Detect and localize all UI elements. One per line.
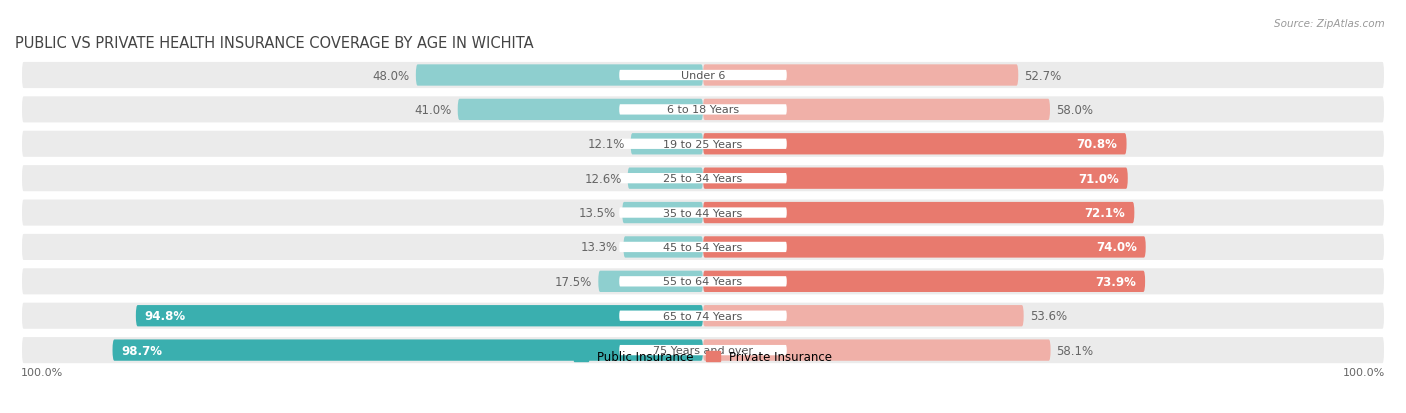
Text: 58.0%: 58.0%: [1056, 104, 1092, 116]
FancyBboxPatch shape: [703, 168, 1128, 190]
Text: Source: ZipAtlas.com: Source: ZipAtlas.com: [1274, 19, 1385, 28]
Text: 12.1%: 12.1%: [588, 138, 624, 151]
Text: 13.5%: 13.5%: [579, 206, 616, 220]
Text: 73.9%: 73.9%: [1095, 275, 1136, 288]
FancyBboxPatch shape: [623, 202, 703, 224]
FancyBboxPatch shape: [136, 305, 703, 327]
FancyBboxPatch shape: [112, 339, 703, 361]
FancyBboxPatch shape: [21, 165, 1385, 193]
FancyBboxPatch shape: [703, 134, 1126, 155]
FancyBboxPatch shape: [21, 268, 1385, 296]
FancyBboxPatch shape: [619, 276, 787, 287]
Text: 71.0%: 71.0%: [1078, 172, 1119, 185]
FancyBboxPatch shape: [703, 305, 1024, 327]
FancyBboxPatch shape: [703, 271, 1144, 292]
FancyBboxPatch shape: [619, 173, 787, 184]
Text: 12.6%: 12.6%: [585, 172, 621, 185]
Legend: Public Insurance, Private Insurance: Public Insurance, Private Insurance: [569, 345, 837, 368]
FancyBboxPatch shape: [703, 65, 1018, 86]
FancyBboxPatch shape: [21, 233, 1385, 261]
FancyBboxPatch shape: [619, 208, 787, 218]
Text: 70.8%: 70.8%: [1077, 138, 1118, 151]
Text: 6 to 18 Years: 6 to 18 Years: [666, 105, 740, 115]
FancyBboxPatch shape: [619, 242, 787, 252]
FancyBboxPatch shape: [416, 65, 703, 86]
FancyBboxPatch shape: [21, 302, 1385, 330]
FancyBboxPatch shape: [21, 131, 1385, 159]
FancyBboxPatch shape: [21, 199, 1385, 227]
Text: PUBLIC VS PRIVATE HEALTH INSURANCE COVERAGE BY AGE IN WICHITA: PUBLIC VS PRIVATE HEALTH INSURANCE COVER…: [15, 36, 534, 50]
Text: 13.3%: 13.3%: [581, 241, 617, 254]
FancyBboxPatch shape: [703, 202, 1135, 224]
Text: 55 to 64 Years: 55 to 64 Years: [664, 277, 742, 287]
FancyBboxPatch shape: [458, 100, 703, 121]
FancyBboxPatch shape: [619, 139, 787, 150]
FancyBboxPatch shape: [599, 271, 703, 292]
Text: 41.0%: 41.0%: [415, 104, 451, 116]
FancyBboxPatch shape: [627, 168, 703, 190]
FancyBboxPatch shape: [21, 96, 1385, 124]
FancyBboxPatch shape: [703, 339, 1050, 361]
FancyBboxPatch shape: [703, 237, 1146, 258]
FancyBboxPatch shape: [619, 311, 787, 321]
FancyBboxPatch shape: [623, 237, 703, 258]
Text: 17.5%: 17.5%: [555, 275, 592, 288]
Text: 48.0%: 48.0%: [373, 69, 411, 82]
Text: 35 to 44 Years: 35 to 44 Years: [664, 208, 742, 218]
Text: 100.0%: 100.0%: [1343, 368, 1385, 377]
Text: 53.6%: 53.6%: [1029, 309, 1067, 323]
Text: 19 to 25 Years: 19 to 25 Years: [664, 140, 742, 150]
FancyBboxPatch shape: [631, 134, 703, 155]
Text: 25 to 34 Years: 25 to 34 Years: [664, 174, 742, 184]
Text: Under 6: Under 6: [681, 71, 725, 81]
Text: 75 Years and over: 75 Years and over: [652, 345, 754, 355]
FancyBboxPatch shape: [619, 345, 787, 356]
Text: 65 to 74 Years: 65 to 74 Years: [664, 311, 742, 321]
Text: 58.1%: 58.1%: [1056, 344, 1094, 357]
Text: 94.8%: 94.8%: [145, 309, 186, 323]
Text: 100.0%: 100.0%: [21, 368, 63, 377]
Text: 72.1%: 72.1%: [1084, 206, 1125, 220]
FancyBboxPatch shape: [619, 105, 787, 115]
FancyBboxPatch shape: [21, 336, 1385, 364]
Text: 45 to 54 Years: 45 to 54 Years: [664, 242, 742, 252]
FancyBboxPatch shape: [619, 71, 787, 81]
Text: 98.7%: 98.7%: [121, 344, 163, 357]
Text: 74.0%: 74.0%: [1095, 241, 1136, 254]
FancyBboxPatch shape: [21, 62, 1385, 90]
FancyBboxPatch shape: [703, 100, 1050, 121]
Text: 52.7%: 52.7%: [1024, 69, 1062, 82]
